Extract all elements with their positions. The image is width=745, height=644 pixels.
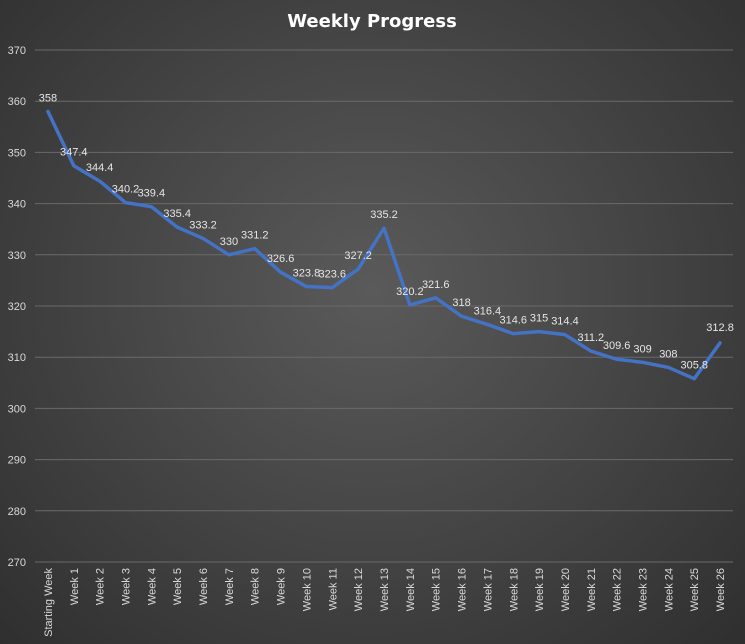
x-tick-label: Week 9 — [276, 568, 288, 605]
y-tick-label: 310 — [8, 352, 26, 364]
y-tick-label: 300 — [8, 403, 26, 415]
x-tick-label: Week 8 — [250, 568, 262, 605]
data-label: 309.6 — [603, 340, 631, 352]
data-label: 330 — [220, 236, 238, 248]
y-tick-label: 330 — [8, 250, 26, 262]
x-tick-label: Week 4 — [146, 568, 158, 605]
data-label: 344.4 — [86, 162, 114, 174]
data-label: 323.6 — [319, 269, 347, 281]
x-tick-label: Week 19 — [534, 568, 546, 611]
data-label: 318 — [452, 297, 470, 309]
x-tick-label: Week 5 — [172, 568, 184, 605]
x-tick-label: Week 20 — [560, 568, 572, 611]
x-tick-label: Week 13 — [379, 568, 391, 611]
x-tick-label: Week 10 — [301, 568, 313, 611]
x-tick-label: Week 3 — [120, 568, 132, 605]
x-tick-label: Week 1 — [69, 568, 81, 605]
x-tick-label: Week 16 — [457, 568, 469, 611]
x-tick-label: Week 17 — [482, 568, 494, 611]
data-label: 305.8 — [680, 360, 708, 372]
x-tick-label: Week 22 — [612, 568, 624, 611]
series-line — [46, 109, 722, 381]
data-label: 358 — [39, 92, 57, 104]
y-axis: 270 280 290 300 310 320 330 340 350 360 370 — [8, 45, 26, 569]
data-label: 335.4 — [163, 208, 191, 220]
chart-title: Weekly Progress — [287, 11, 457, 32]
x-tick-label: Week 11 — [327, 568, 339, 610]
x-tick-label: Week 26 — [715, 568, 727, 611]
y-tick-label: 360 — [8, 96, 26, 108]
x-tick-label: Starting Week — [43, 568, 55, 637]
data-label: 309 — [633, 343, 651, 355]
data-label: 314.6 — [499, 315, 527, 327]
x-axis: Starting Week Week 1 Week 2 Week 3 Week 4 Wee… — [43, 568, 727, 637]
data-label: 326.6 — [267, 253, 295, 265]
x-tick-label: Week 15 — [431, 568, 443, 611]
x-tick-label: Week 6 — [198, 568, 210, 605]
x-tick-label: Week 2 — [95, 568, 107, 605]
data-label: 311.2 — [577, 332, 604, 344]
data-label: 339.4 — [138, 188, 166, 200]
x-tick-label: Week 21 — [586, 568, 598, 611]
data-label: 316.4 — [474, 305, 502, 317]
data-label: 312.8 — [706, 322, 734, 334]
y-tick-label: 320 — [8, 301, 26, 313]
data-label: 321.6 — [422, 279, 450, 291]
data-label: 335.2 — [370, 209, 398, 221]
x-tick-label: Week 23 — [638, 568, 650, 611]
x-tick-label: Week 7 — [224, 568, 236, 605]
y-tick-label: 350 — [8, 147, 26, 159]
data-label: 340.2 — [112, 184, 140, 196]
y-tick-label: 270 — [8, 557, 26, 569]
data-label: 323.8 — [293, 268, 321, 280]
data-label: 347.4 — [60, 147, 88, 159]
data-label: 331.2 — [241, 230, 269, 242]
data-label: 333.2 — [189, 219, 217, 231]
y-tick-label: 280 — [8, 506, 26, 518]
x-tick-label: Week 12 — [353, 568, 365, 611]
x-tick-label: Week 14 — [405, 568, 417, 611]
data-label: 320.2 — [396, 286, 424, 298]
data-label: 308 — [659, 348, 677, 360]
y-tick-label: 340 — [8, 199, 26, 211]
y-tick-label: 290 — [8, 455, 26, 467]
data-label: 314.4 — [551, 316, 579, 328]
gridlines — [35, 49, 733, 563]
data-label: 327.2 — [344, 250, 372, 262]
y-tick-label: 370 — [8, 45, 26, 57]
x-tick-label: Week 24 — [663, 568, 675, 611]
data-label: 315 — [530, 313, 548, 325]
x-tick-label: Week 18 — [508, 568, 520, 611]
x-tick-label: Week 25 — [689, 568, 701, 611]
